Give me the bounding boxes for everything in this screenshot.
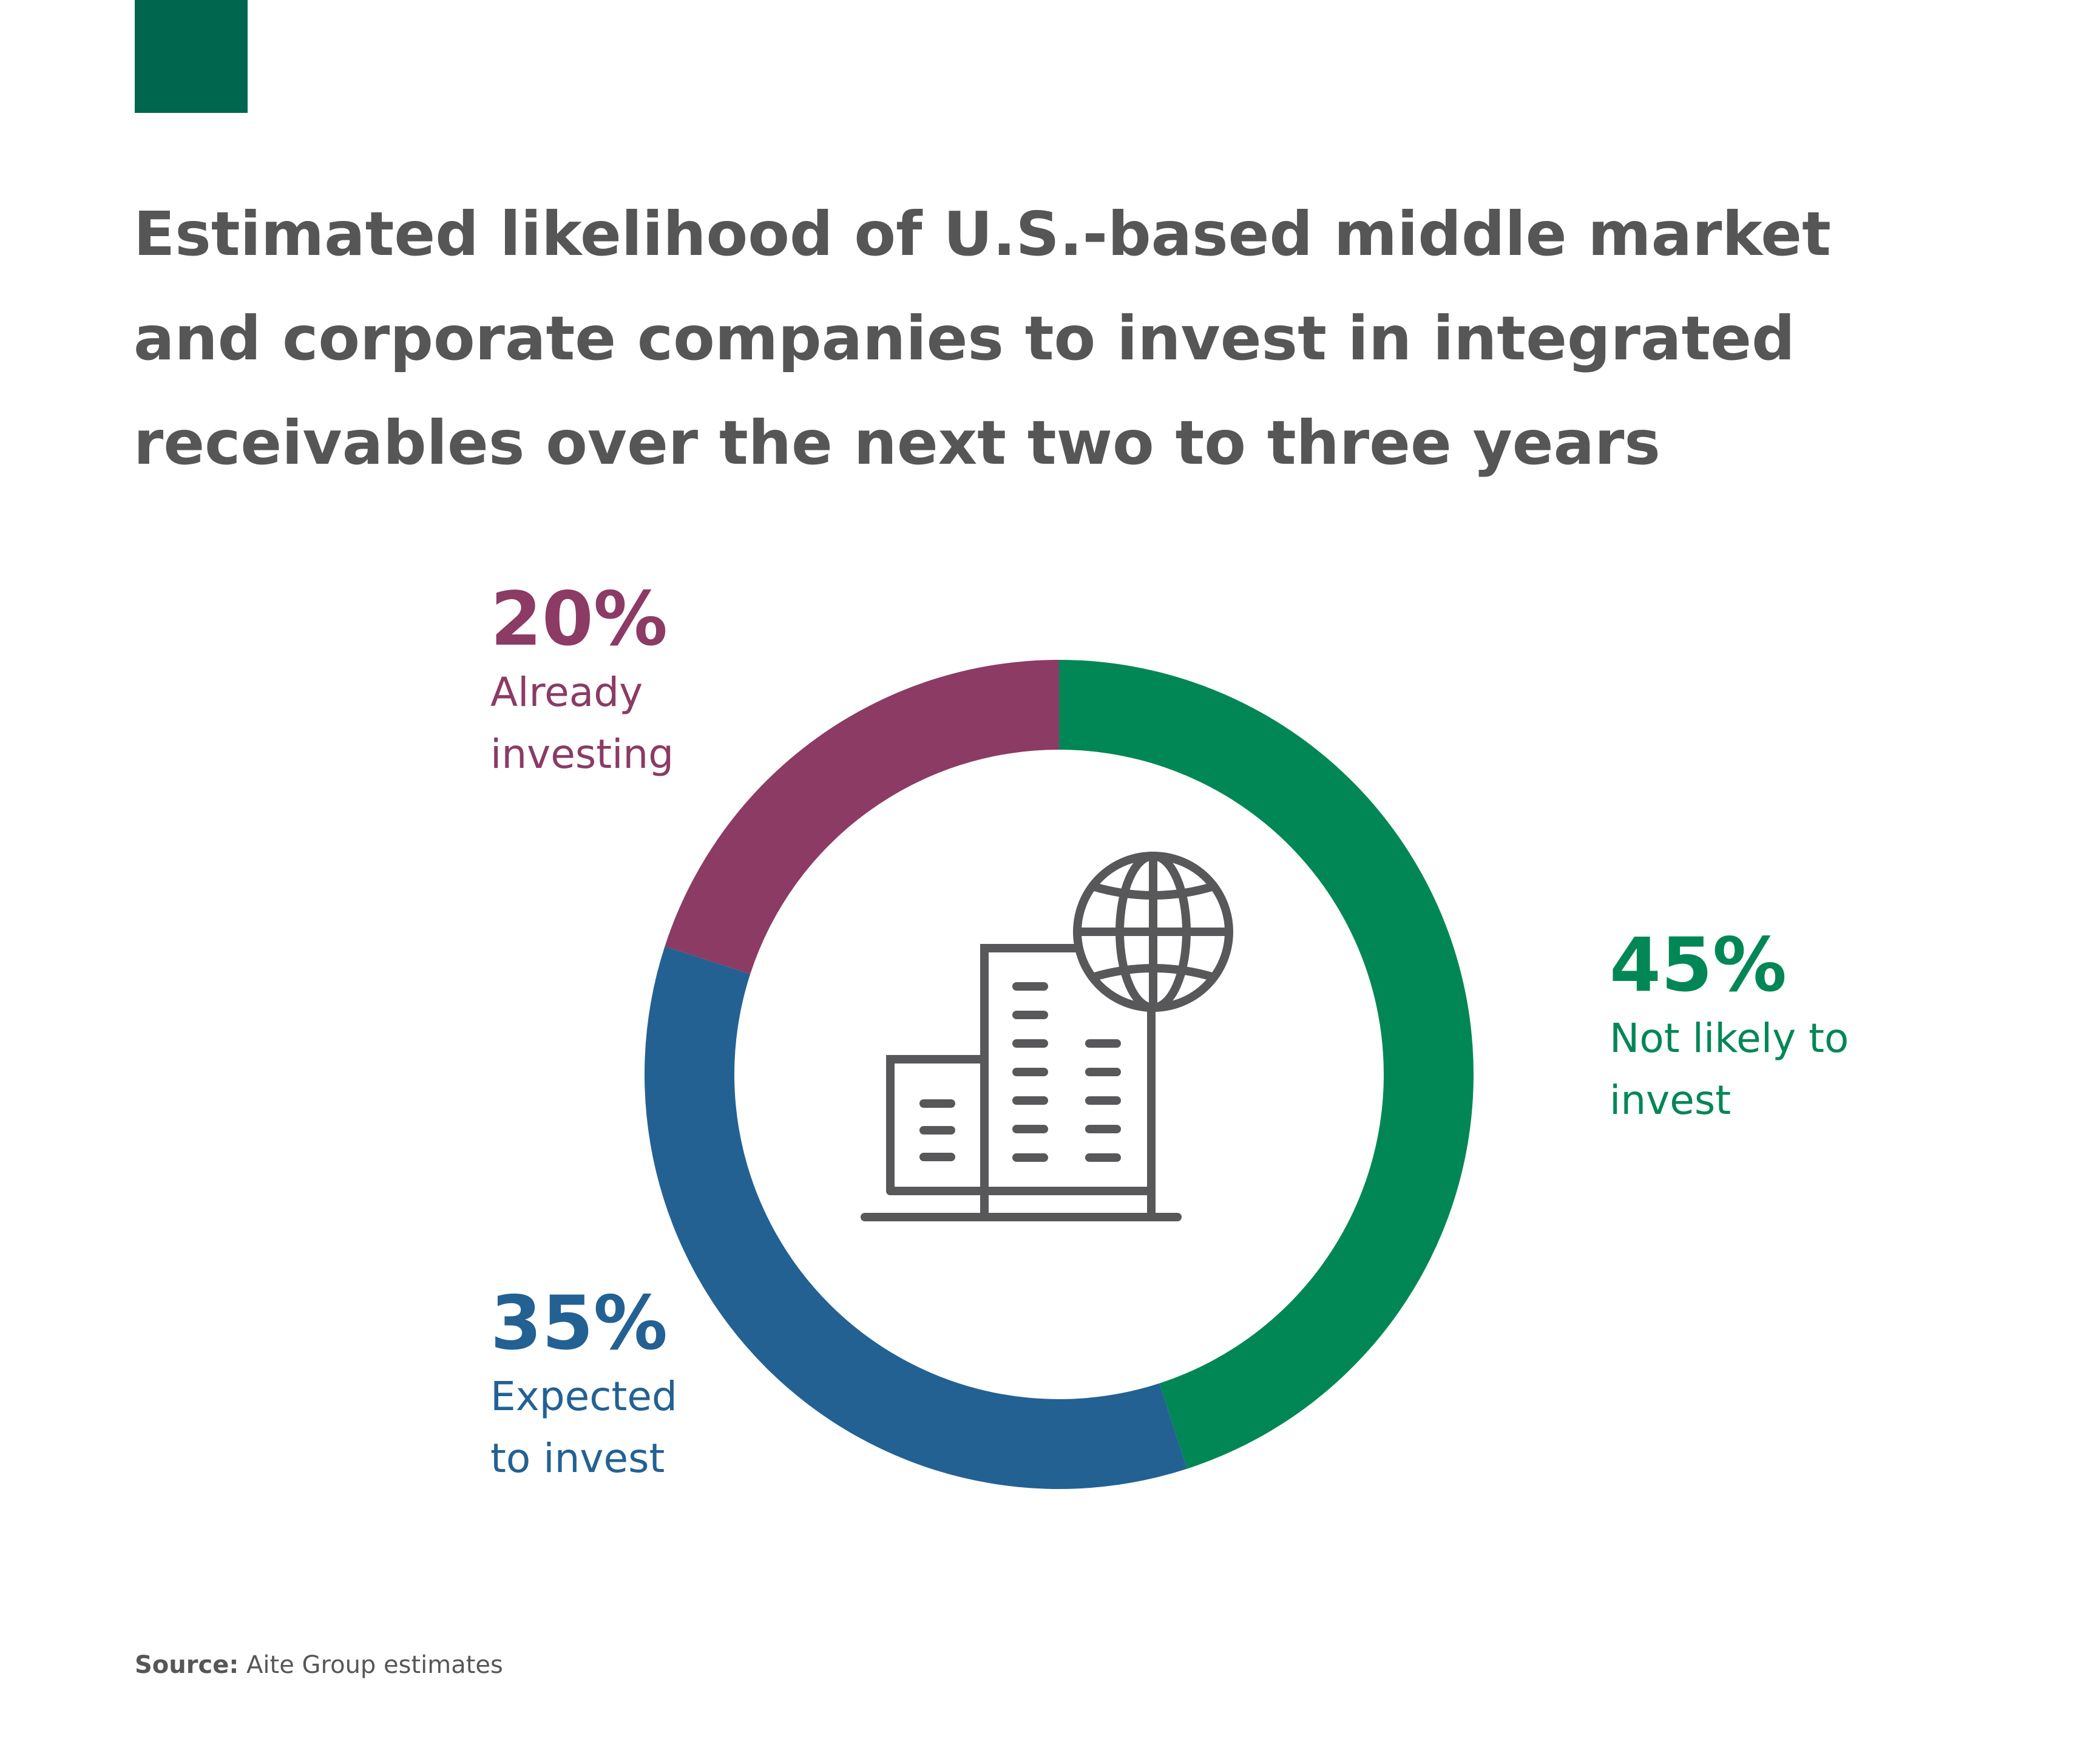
source-label: Source: bbox=[135, 1651, 239, 1679]
office-buildings-globe-icon bbox=[861, 852, 1233, 1221]
callout-already-investing: 20% Already investing bbox=[490, 577, 674, 785]
donut-segments bbox=[644, 660, 1474, 1489]
callout-already-label: Already investing bbox=[490, 669, 674, 778]
source-note: Source: Aite Group estimates bbox=[135, 1651, 503, 1679]
callout-expected-label: Expected to invest bbox=[490, 1373, 677, 1482]
donut-slice-expected-to-invest bbox=[644, 946, 1188, 1489]
callout-expected: 35% Expected to invest bbox=[490, 1281, 677, 1490]
callout-expected-pct: 35% bbox=[490, 1280, 668, 1366]
accent-block bbox=[135, 0, 248, 113]
callout-not-likely-pct: 45% bbox=[1610, 922, 1787, 1008]
chart-title: Estimated likelihood of U.S.-based middl… bbox=[134, 198, 1831, 478]
callout-not-likely: 45% Not likely to invest bbox=[1610, 923, 1849, 1131]
source-text: Aite Group estimates bbox=[246, 1651, 503, 1679]
donut-slice-not-likely-to-invest bbox=[1059, 660, 1474, 1469]
donut-slice-already-investing bbox=[665, 660, 1059, 974]
callout-not-likely-label: Not likely to invest bbox=[1610, 1015, 1849, 1124]
callout-already-pct: 20% bbox=[490, 576, 668, 662]
